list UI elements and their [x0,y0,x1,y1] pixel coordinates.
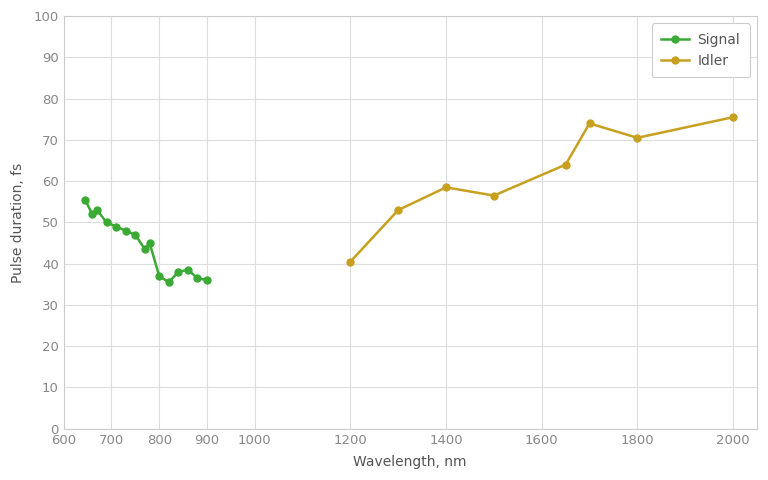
Signal [154,273,164,279]
Idler [346,259,355,264]
Signal [121,228,131,234]
Signal [193,275,202,281]
Signal [145,240,154,246]
Idler [585,120,594,126]
Signal [92,207,101,213]
Y-axis label: Pulse duration, fs: Pulse duration, fs [11,162,25,283]
Signal [174,269,183,275]
Signal [81,197,90,203]
X-axis label: Wavelength, nm: Wavelength, nm [353,455,467,469]
Idler [394,207,403,213]
Signal [141,246,150,252]
Idler [489,192,498,198]
Idler [561,162,570,168]
Signal [111,224,121,229]
Signal [164,279,174,285]
Legend: Signal, Idler: Signal, Idler [651,23,750,77]
Signal [184,267,193,273]
Signal [131,232,140,238]
Signal [203,277,212,283]
Line: Idler: Idler [347,114,737,265]
Line: Signal: Signal [81,196,210,286]
Idler [633,135,642,141]
Signal [88,211,97,217]
Idler [442,184,451,190]
Idler [728,114,737,120]
Signal [102,219,111,225]
